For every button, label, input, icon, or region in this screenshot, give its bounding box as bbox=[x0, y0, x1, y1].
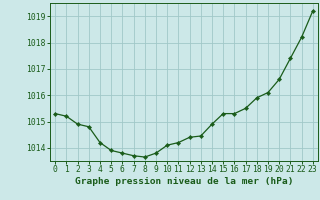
X-axis label: Graphe pression niveau de la mer (hPa): Graphe pression niveau de la mer (hPa) bbox=[75, 177, 293, 186]
